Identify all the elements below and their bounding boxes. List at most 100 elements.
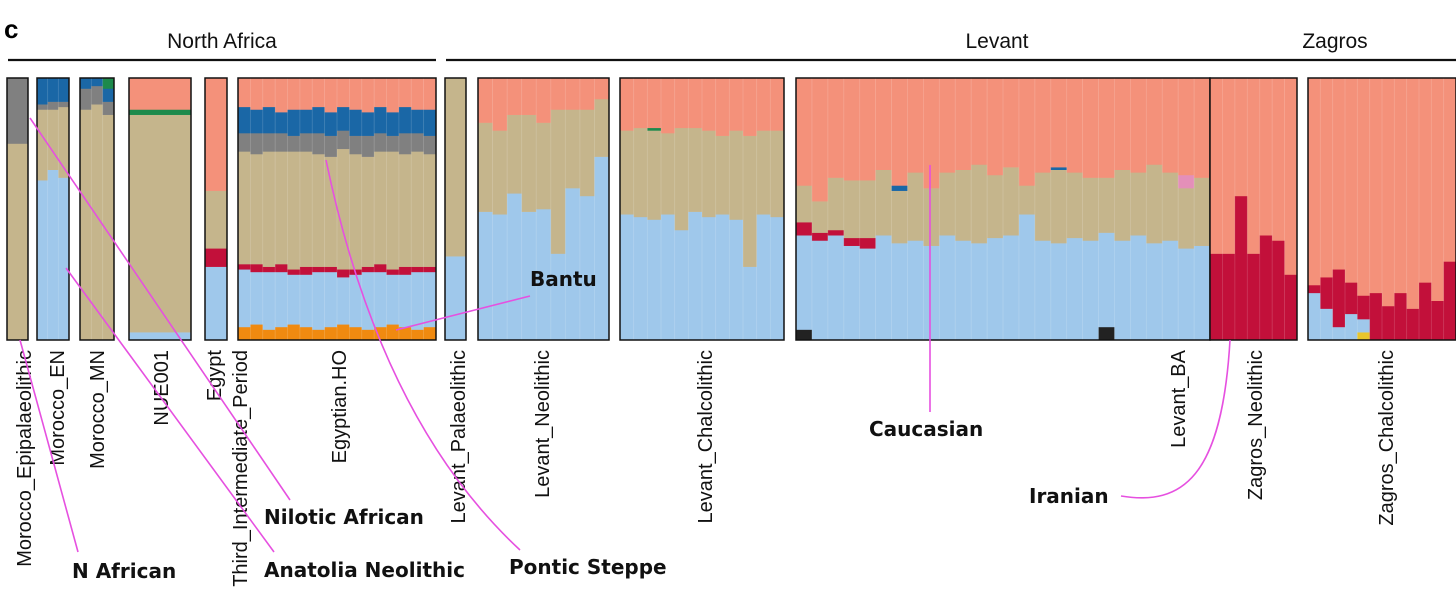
bar-segment-nilotic [299,133,313,152]
bar-segment-anatolia [647,130,662,220]
annotation-label: Anatolia Neolithic [264,558,465,582]
region-label-zagros: Zagros [1302,30,1367,53]
bar-segment-iranian [324,266,338,273]
bar-segment-caucasian [770,78,785,131]
bar-segment-iranian [205,248,228,267]
bar-segment-anatolia [796,185,813,223]
group-frame [477,77,610,341]
bar-segment-caucasian [661,78,675,134]
bar-segment-anatolia [620,130,634,215]
annotation-pontic-steppe: Pontic Steppe [325,159,667,579]
ancestry-bars [6,77,1456,341]
bar-segment-n_african [811,240,829,341]
bar-segment-n_african [1308,292,1321,341]
group-frame [619,77,785,341]
bar-segment-n_african [492,214,508,341]
annotation-caucasian: Caucasian [869,165,983,441]
bar-segment-bantu [411,329,424,341]
bar-segment-anatolia [594,98,610,157]
bar-segment-bantu [299,326,313,341]
bar-segment-nilotic [275,133,288,152]
bar-segment-pontic [337,106,350,131]
bar-segment-n_african [1003,235,1020,341]
bar-segment-caucasian [262,78,276,108]
bar-segment-n_african [688,211,703,341]
bar-segment-anatolia [550,109,566,254]
bar-segment-iranian [1320,277,1333,309]
annotation-leader-line [65,267,275,553]
bar-segment-pontic [891,185,908,191]
bar-segment-nilotic [349,135,363,155]
bar-segment-iranian [411,266,424,273]
bar-segment-anatolia [579,109,595,197]
bar-segment-iranian [361,266,375,273]
bar-segment-iranian [1222,253,1236,341]
bar-segment-anatolia [1162,172,1179,241]
bar-segment-anatolia [80,109,92,341]
bar-segment-caucasian [1034,78,1052,173]
bar-segment-pontic [80,78,92,89]
bar-segment-bantu [275,326,288,341]
bar-segment-anatolia [411,151,424,267]
bar-segment-green [129,109,192,115]
bar-segment-n_african [398,274,412,328]
bar-segment-iranian [1431,300,1444,341]
bar-segment-anatolia [955,169,972,241]
bar-segment-anatolia [923,188,940,246]
bar-segment-n_african [891,243,908,341]
group-levant-palaeolithic [444,77,467,341]
bar-segment-caucasian [811,78,829,202]
group-levant-chalcolithic [619,77,785,341]
bar-segment-pontic [262,106,276,134]
bar-segment-nilotic [37,104,48,110]
bar-segment-pontic [1050,167,1067,170]
group-nue001 [128,77,192,341]
bar-segment-caucasian [715,78,730,136]
bar-segment-pontic [386,112,400,136]
bar-segment-pontic [411,109,424,134]
bar-segment-nilotic [361,135,375,157]
bar-segment-iranian [1345,282,1358,315]
bar-segment-iranian [859,237,876,249]
bar-segment-anatolia [1018,185,1036,215]
bar-segment-n_african [661,214,675,341]
bar-segment-anatolia [507,114,522,194]
group-egyptian-ho [237,77,437,341]
bar-segment-caucasian [287,78,301,110]
bar-segment-caucasian [1210,78,1223,254]
bar-segment-black [796,329,813,341]
bar-segment-n_african [674,229,689,341]
bar-segment-pontic [324,112,338,136]
bar-segment-n_african [796,235,813,330]
bar-segment-anatolia [811,201,829,233]
bar-segment-caucasian [1369,78,1383,294]
bar-segment-anatolia [1146,164,1163,244]
bar-segment-bantu [386,324,400,341]
bar-segment-nilotic [312,133,325,155]
bar-segment-anatolia [843,180,860,239]
bar-segment-n_african [875,235,892,341]
bar-segment-pontic [91,78,103,87]
group-zagros-chalcolithic [1307,77,1456,341]
bar-segment-anatolia [702,130,716,218]
bar-segment-caucasian [521,78,537,115]
bar-segment-n_african [337,277,350,325]
population-label-zagros-chalcolithic: Zagros_Chalcolithic [1376,350,1398,526]
bar-segment-n_african [971,243,988,341]
bar-segment-pontic [238,106,251,134]
bar-segment-caucasian [312,78,325,108]
bar-segment-iranian [1369,292,1383,341]
bar-segment-n_african [250,271,264,325]
bar-segment-caucasian [633,78,648,129]
annotation-label: Pontic Steppe [509,555,667,579]
bar-segment-anatolia [1114,169,1131,241]
population-label-levant-palaeolithic: Levant_Palaeolithic [448,350,470,523]
bar-segment-iranian [374,264,387,273]
group-levant-ba [795,77,1211,341]
bar-segment-caucasian [337,78,350,108]
bar-segment-n_african [907,240,924,341]
bar-segment-caucasian [324,78,338,113]
bar-segment-n_african [287,274,301,325]
bar-segment-n_african [478,211,493,341]
